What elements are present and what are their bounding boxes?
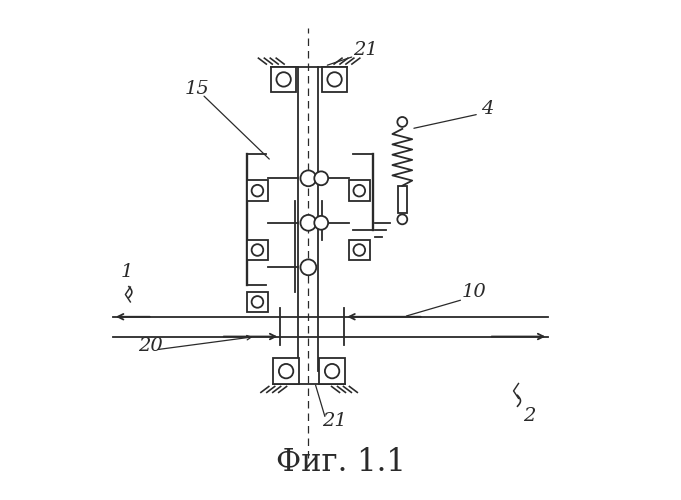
Text: 4: 4 xyxy=(481,100,494,118)
Circle shape xyxy=(276,72,291,86)
Circle shape xyxy=(397,214,407,224)
Text: 20: 20 xyxy=(138,338,163,355)
Text: 1: 1 xyxy=(121,263,133,281)
Text: 2: 2 xyxy=(524,406,536,424)
Bar xyxy=(273,358,299,384)
Text: 15: 15 xyxy=(185,80,210,98)
Bar xyxy=(247,292,268,312)
Circle shape xyxy=(251,185,264,196)
Bar xyxy=(398,186,407,213)
Circle shape xyxy=(251,296,264,308)
Circle shape xyxy=(397,117,407,127)
Circle shape xyxy=(315,172,328,185)
Bar xyxy=(349,240,370,260)
Text: 10: 10 xyxy=(462,283,486,301)
Bar xyxy=(319,358,345,384)
Text: 21: 21 xyxy=(353,40,377,58)
Text: Фиг. 1.1: Фиг. 1.1 xyxy=(276,448,405,478)
Circle shape xyxy=(300,215,316,230)
Bar xyxy=(247,240,268,260)
Circle shape xyxy=(328,72,342,86)
Circle shape xyxy=(353,244,365,256)
Circle shape xyxy=(300,170,316,186)
Text: 21: 21 xyxy=(321,412,347,430)
Bar xyxy=(349,180,370,201)
Bar xyxy=(321,66,347,92)
Circle shape xyxy=(353,185,365,196)
Circle shape xyxy=(300,260,316,275)
Circle shape xyxy=(251,244,264,256)
Bar xyxy=(247,180,268,201)
Circle shape xyxy=(279,364,294,378)
Circle shape xyxy=(315,216,328,230)
Circle shape xyxy=(325,364,339,378)
Bar xyxy=(271,66,296,92)
